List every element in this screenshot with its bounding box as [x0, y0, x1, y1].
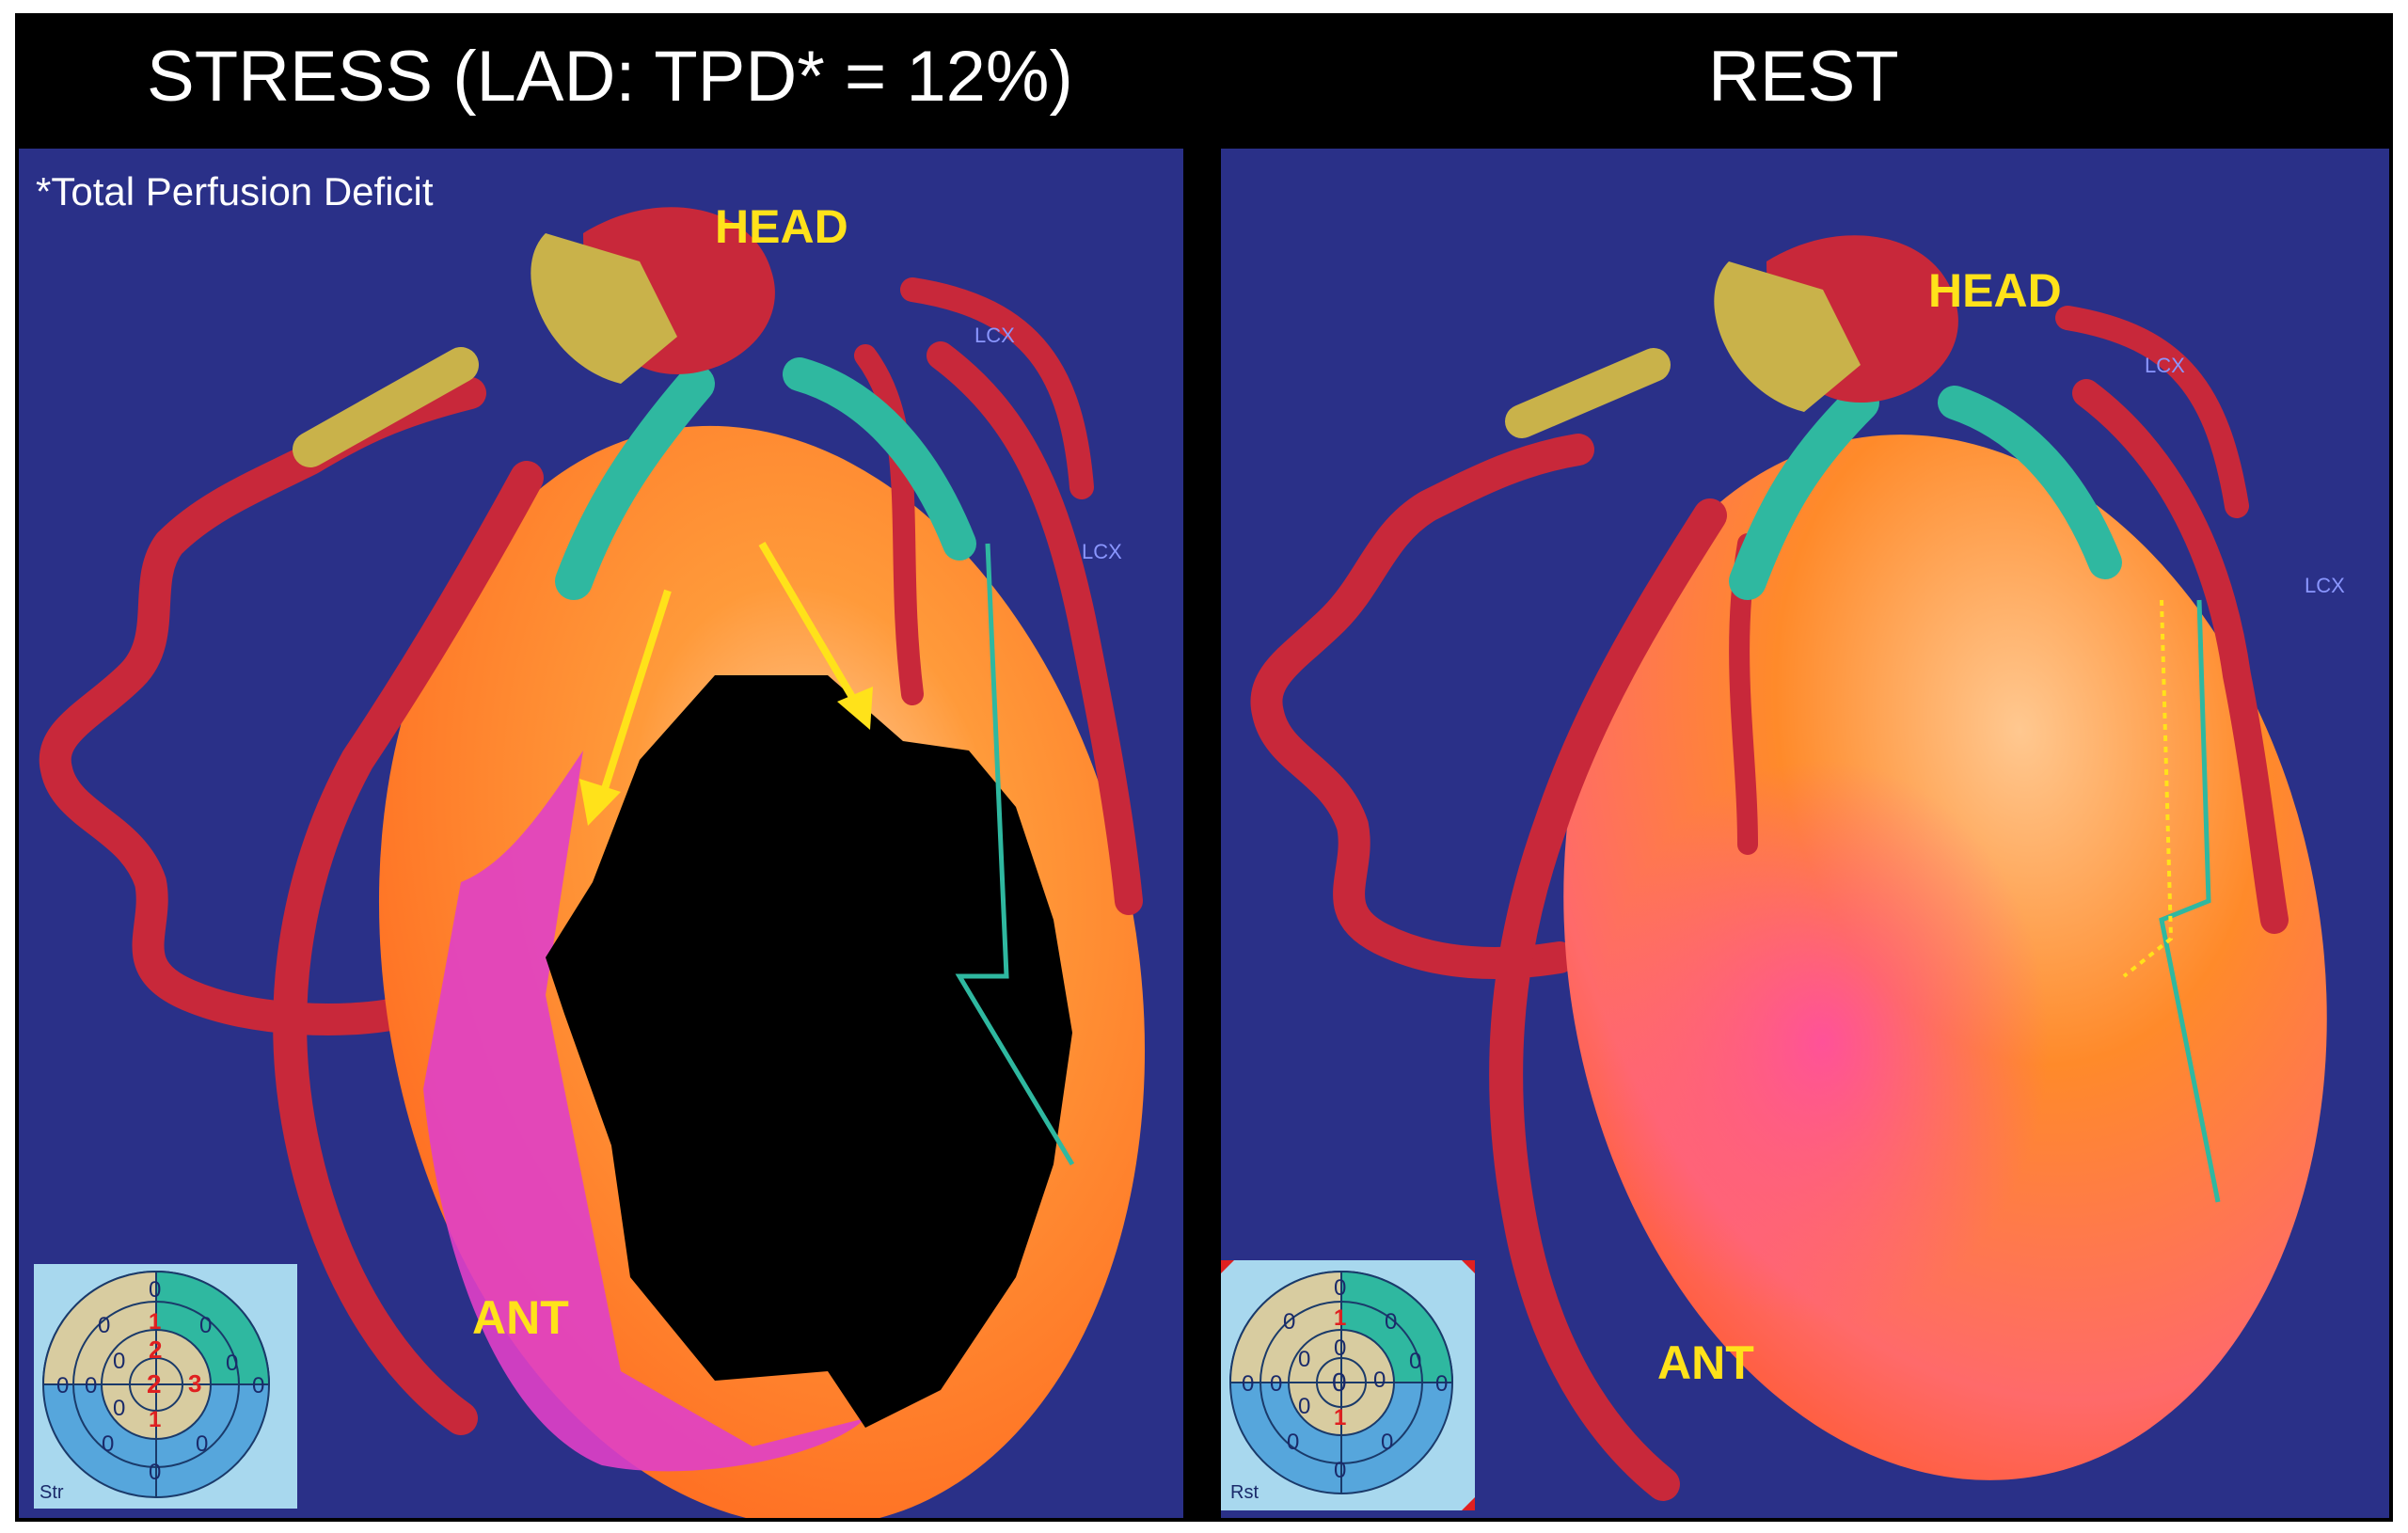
- stress-footnote: *Total Perfusion Deficit: [36, 169, 434, 213]
- stress-score-side-0: 0: [226, 1351, 239, 1376]
- rest-great-vessel: [1714, 261, 1861, 412]
- rest-score-r1-1: 1: [1334, 1305, 1347, 1331]
- stress-vessel-om: [900, 277, 1094, 499]
- stress-score-lower-3: 0: [149, 1460, 162, 1485]
- rest-vessel-lcx: [2072, 379, 2289, 934]
- stress-score-r2-0: 0: [199, 1313, 213, 1338]
- rest-score-r1-0: 0: [1334, 1275, 1347, 1301]
- rest-score-lower-2: 0: [1381, 1430, 1394, 1455]
- stress-3d-heart: [39, 207, 1146, 1518]
- rest-score-left-0: 0: [1242, 1371, 1255, 1397]
- stress-vessel-lcx: [927, 341, 1143, 915]
- rest-head-label: HEAD: [1928, 264, 2062, 317]
- rest-score-r2-1: 0: [1334, 1335, 1347, 1361]
- rest-title: REST: [1708, 37, 1899, 117]
- stress-arrow-2: [758, 541, 860, 706]
- rest-3d-heart: [1250, 235, 2327, 1501]
- stress-score-lower-0: 1: [149, 1407, 162, 1432]
- rest-score-r2-2: 0: [1298, 1347, 1311, 1372]
- rest-polar-map: 0 1 0 0 0 0 0 0 0 0 0 0 0 1 0 0 0 Rst: [1221, 1260, 1475, 1510]
- rest-panel: HEAD ANT LCX LCX 0 1 0 0 0 0: [1221, 149, 2389, 1518]
- rest-score-r2-0: 0: [1385, 1309, 1398, 1335]
- rest-polar-label: Rst: [1230, 1482, 1259, 1503]
- stress-score-lower-2: 0: [196, 1431, 209, 1457]
- stress-vessel-diag: [854, 344, 924, 705]
- rest-lcx-label-2: LCX: [2305, 574, 2345, 597]
- stress-ant-label: ANT: [472, 1291, 569, 1344]
- stress-score-r1-1: 1: [149, 1309, 162, 1335]
- stress-polar-map-graphic: [41, 1270, 271, 1498]
- stress-score-side-1: 3: [188, 1369, 202, 1398]
- rest-score-center: 0: [1332, 1367, 1347, 1397]
- stress-score-r2-1: 2: [149, 1335, 163, 1364]
- stress-score-left-1: 0: [85, 1373, 98, 1399]
- rest-lcx-label-1: LCX: [2145, 354, 2185, 377]
- rest-ant-label: ANT: [1657, 1336, 1754, 1389]
- rest-score-r1-2: 0: [1283, 1309, 1296, 1335]
- stress-score-lower-1: 0: [102, 1431, 115, 1457]
- rest-score-left-1: 0: [1270, 1371, 1283, 1397]
- stress-score-center: 2: [147, 1369, 162, 1399]
- stress-arrow-1: [598, 589, 672, 799]
- stress-score-r1-0: 0: [149, 1277, 162, 1303]
- rest-vessel-om: [2055, 306, 2249, 518]
- stress-title: STRESS (LAD: TPD* = 12%): [147, 37, 1073, 117]
- stress-score-r2-2: 0: [113, 1349, 126, 1374]
- rest-polar-map-graphic: [1221, 1260, 1475, 1510]
- rest-score-left-2: 0: [1298, 1394, 1311, 1419]
- figure-frame: STRESS (LAD: TPD* = 12%) REST: [15, 13, 2393, 1522]
- stress-lcx-label-2: LCX: [1082, 540, 1122, 563]
- rest-score-lower-3: 0: [1334, 1458, 1347, 1483]
- stress-head-label: HEAD: [715, 200, 848, 253]
- rest-vessel-left: [1250, 434, 1594, 979]
- stress-polar-map: 0 1 0 0 2 0 2 0 3 0 0 0 0 1 0 0 0 Str: [34, 1264, 297, 1509]
- rest-score-lower-1: 0: [1287, 1430, 1300, 1455]
- rest-score-side-0: 0: [1409, 1349, 1422, 1374]
- stress-lcx-label-1: LCX: [974, 324, 1015, 347]
- stress-score-left-2: 0: [113, 1396, 126, 1421]
- stress-score-left-0: 0: [56, 1373, 70, 1399]
- rest-score-side-2: 0: [1435, 1371, 1449, 1397]
- stress-panel: *Total Perfusion Deficit HEAD ANT LCX LC…: [19, 149, 1183, 1518]
- stress-pink-region: [423, 751, 865, 1472]
- stress-vessel-lad: [273, 461, 544, 1435]
- rest-score-side-1: 0: [1373, 1367, 1386, 1393]
- stress-score-r1-2: 0: [98, 1313, 111, 1338]
- stress-score-side-2: 0: [252, 1373, 265, 1399]
- rest-vessel-lad: [1489, 498, 1727, 1501]
- stress-vessel-left: [39, 377, 486, 1035]
- stress-great-vessel: [531, 233, 677, 384]
- stress-perfusion-defect: [546, 675, 1072, 1428]
- stress-polar-label: Str: [40, 1482, 64, 1503]
- rest-score-lower-0: 1: [1334, 1405, 1347, 1430]
